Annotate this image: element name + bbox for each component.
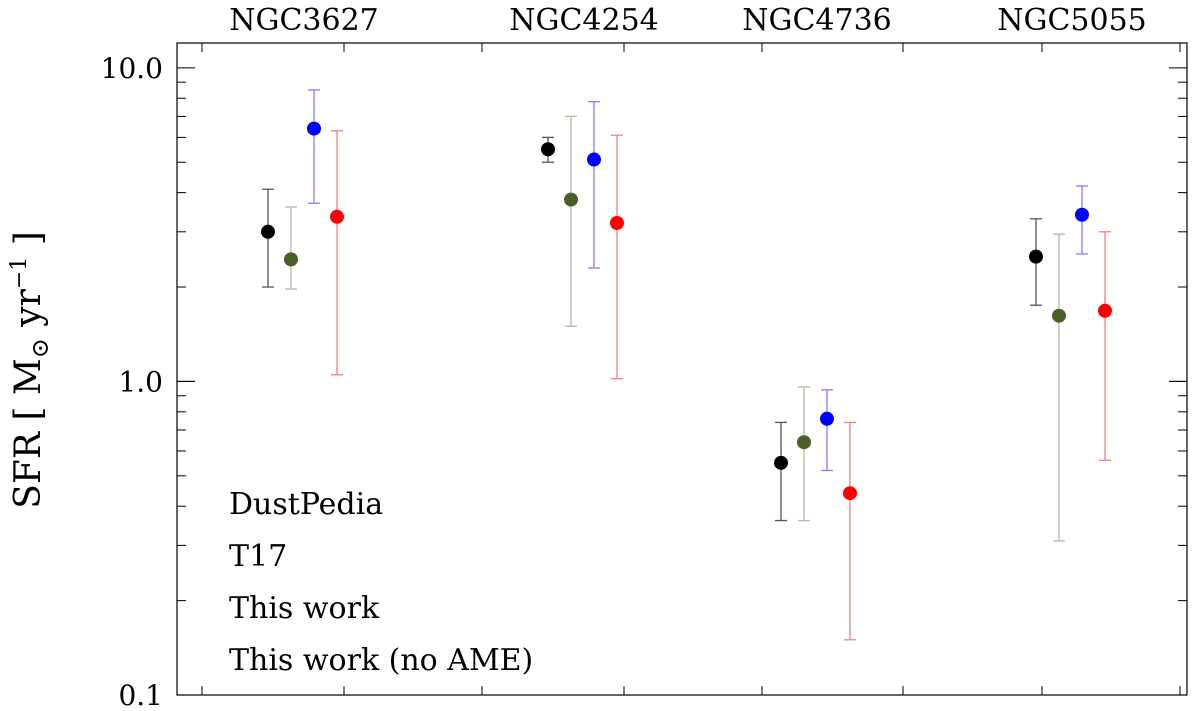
data-point — [797, 435, 811, 450]
data-point — [774, 455, 788, 470]
y-tick-label: 10.0 — [101, 52, 163, 85]
legend-entry: T17 — [229, 539, 287, 574]
data-point — [284, 252, 298, 267]
legend-entry: DustPedia — [229, 487, 383, 522]
category-label: NGC4254 — [509, 3, 659, 38]
y-label-sun-symbol: ⊙ — [26, 338, 54, 358]
axis-ticks — [177, 43, 1187, 696]
category-label: NGC4736 — [742, 3, 892, 38]
y-label-close: ] — [8, 231, 49, 257]
data-point — [541, 142, 555, 157]
plot-frame — [176, 42, 1188, 696]
y-tick-labels: 0.1 1.0 10.0 — [101, 52, 163, 711]
error-bars — [262, 89, 1111, 641]
y-axis-label: SFR [ M⊙ yr−1 ] — [7, 231, 54, 509]
category-labels: NGC3627 NGC4254 NGC4736 NGC5055 — [229, 3, 1147, 38]
data-point — [330, 209, 344, 224]
y-tick-label: 0.1 — [118, 679, 163, 711]
y-label-unit: yr — [8, 288, 49, 338]
data-point — [261, 224, 275, 239]
y-label-exponent: −1 — [7, 257, 32, 289]
data-point — [610, 216, 624, 231]
legend-entry: This work (no AME) — [229, 643, 533, 678]
y-tick-label: 1.0 — [118, 365, 163, 398]
y-label-main: SFR [ M — [8, 358, 49, 509]
data-point — [587, 152, 601, 167]
data-point — [820, 411, 834, 426]
legend-entry: This work — [229, 591, 380, 626]
data-point — [843, 486, 857, 501]
data-point — [1075, 207, 1089, 222]
category-label: NGC5055 — [997, 3, 1147, 38]
category-label: NGC3627 — [229, 3, 379, 38]
legend: DustPedia T17 This work This work (no AME) — [229, 487, 533, 678]
data-point — [307, 121, 321, 136]
data-point — [1029, 249, 1043, 264]
data-point — [1098, 303, 1112, 318]
data-point — [564, 192, 578, 207]
data-points — [261, 121, 1112, 501]
data-point — [1052, 308, 1066, 323]
